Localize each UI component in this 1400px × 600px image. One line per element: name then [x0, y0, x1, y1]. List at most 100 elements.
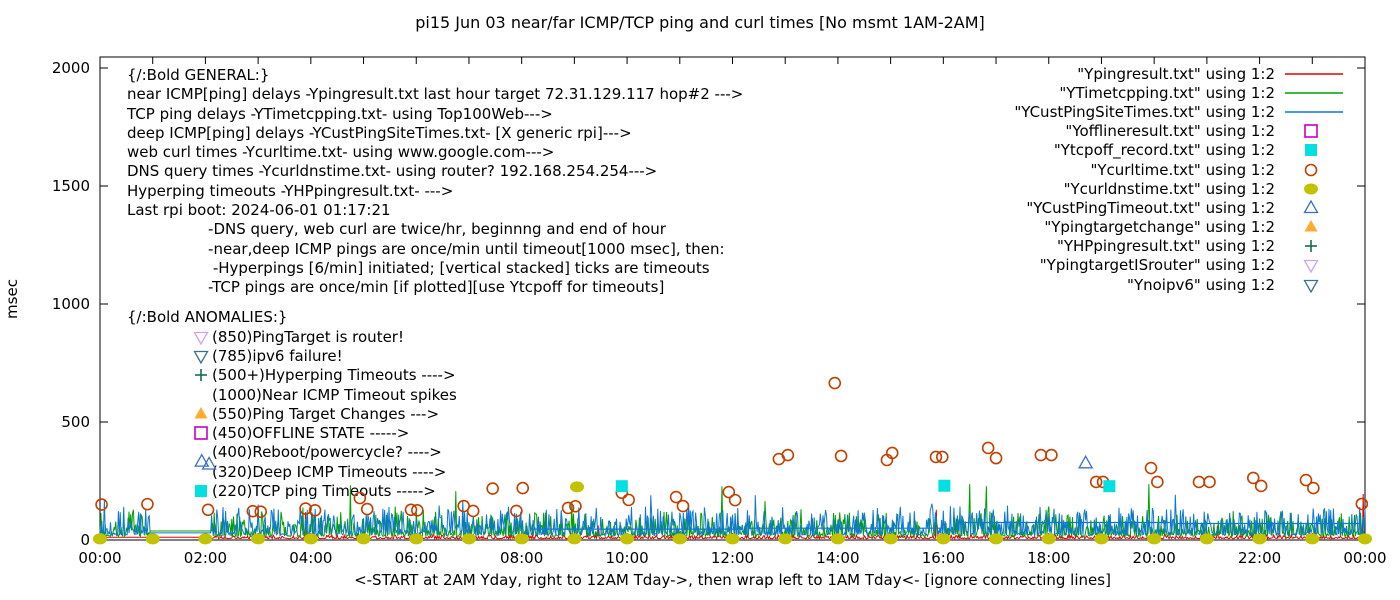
legend-entry: "YpingtargetISrouter" using 1:2 — [1014, 256, 1400, 275]
x-tick-label: 08:00 — [500, 549, 544, 567]
anomaly-line: (220)TCP ping Timeouts -----> — [192, 481, 457, 500]
legend-label: "YpingtargetISrouter" using 1:2 — [1039, 256, 1275, 275]
legend-entry: "Ypingresult.txt" using 1:2 — [1014, 64, 1400, 83]
anomaly-text: (220)TCP ping Timeouts -----> — [212, 482, 436, 501]
y-tick-label: 2000 — [51, 59, 90, 77]
y-axis-label: msec — [3, 279, 21, 319]
anomaly-line: (1000)Near ICMP Timeout spikes — [192, 385, 457, 404]
legend-label: "YTimetcpping.txt" using 1:2 — [1059, 83, 1275, 102]
annotation-line: TCP ping delays -YTimetcpping.txt- using… — [127, 104, 553, 123]
legend-entry: "Yofflineresult.txt" using 1:2 — [1014, 122, 1400, 141]
x-tick-label: 16:00 — [921, 549, 965, 567]
anomaly-text: (500+)Hyperping Timeouts ----> — [212, 366, 456, 385]
anomalies-header: {/:Bold ANOMALIES:} — [127, 308, 288, 326]
annotation-line: DNS query times -Ycurldnstime.txt- using… — [127, 162, 658, 181]
legend-label: "Ytcpoff_record.txt" using 1:2 — [1053, 141, 1275, 160]
y-tick-label: 0 — [80, 531, 90, 549]
x-tick-label: 04:00 — [289, 549, 333, 567]
annotation-line: Hyperping timeouts -YHPpingresult.txt- -… — [127, 181, 454, 200]
legend-entry: "YTimetcpping.txt" using 1:2 — [1014, 83, 1400, 102]
annotation-line: near ICMP[ping] delays -Ypingresult.txt … — [127, 85, 744, 104]
anomaly-line: (320)Deep ICMP Timeouts ----> — [192, 462, 457, 481]
anomaly-text: (550)Ping Target Changes ---> — [212, 404, 440, 423]
triangle-up-filled-icon — [1283, 219, 1355, 235]
x-tick-label: 22:00 — [1237, 549, 1282, 567]
annotation-line: -TCP pings are once/min [if plotted][use… — [127, 278, 665, 297]
triangle-down-open-icon — [192, 348, 212, 365]
annotation-line: -DNS query, web curl are twice/hr, begin… — [127, 220, 666, 239]
legend-line-sample — [1283, 66, 1355, 82]
anomaly-text: (400)Reboot/powercycle? ----> — [212, 443, 442, 462]
plus-icon — [1283, 238, 1355, 254]
legend-label: "Ycurldnstime.txt" using 1:2 — [1063, 179, 1275, 198]
circle-open-icon — [1283, 162, 1355, 178]
x-tick-label: 18:00 — [1027, 549, 1071, 567]
triangle-down-open-icon — [192, 329, 212, 345]
series-Ytcpoff_record — [615, 479, 1116, 493]
x-tick-label: 10:00 — [605, 549, 649, 567]
triangle-down-open-icon — [1283, 257, 1355, 274]
anomaly-line: (785)ipv6 failure! — [192, 346, 457, 365]
y-tick-label: 1500 — [51, 177, 90, 195]
annotation-line: deep ICMP[ping] delays -YCustPingSiteTim… — [127, 123, 632, 142]
anomaly-text: (450)OFFLINE STATE -----> — [212, 424, 410, 443]
legend-entry: "YCustPingSiteTimes.txt" using 1:2 — [1014, 102, 1400, 121]
annotation-line: -Hyperpings [6/min] initiated; [vertical… — [127, 258, 710, 277]
square-open-icon — [192, 425, 212, 441]
anomaly-line: (550)Ping Target Changes ---> — [192, 404, 457, 423]
legend-label: "Yofflineresult.txt" using 1:2 — [1065, 122, 1275, 141]
legend-label: "YHPpingresult.txt" using 1:2 — [1056, 237, 1275, 256]
square-open-icon — [1283, 123, 1355, 139]
y-tick-label: 1000 — [51, 295, 90, 313]
triangle-up-open-icon — [1283, 199, 1355, 216]
x-tick-label: 00:00 — [78, 549, 122, 567]
legend-label: "Ycurltime.txt" using 1:2 — [1090, 160, 1275, 179]
general-annotations: {/:Bold GENERAL:} near ICMP[ping] delays … — [127, 66, 743, 298]
legend-label: "YCustPingTimeout.txt" using 1:2 — [1026, 198, 1275, 217]
legend-entry: "Ytcpoff_record.txt" using 1:2 — [1014, 141, 1400, 160]
anomaly-line: (400)Reboot/powercycle? ----> — [192, 443, 457, 462]
legend-line-sample — [1283, 104, 1355, 120]
anomaly-line: (500+)Hyperping Timeouts ----> — [192, 366, 457, 385]
legend-entry: "Ynoipv6" using 1:2 — [1014, 275, 1400, 294]
annotation-line: web curl times -Ycurltime.txt- using www… — [127, 143, 555, 162]
legend-label: "Ypingresult.txt" using 1:2 — [1077, 64, 1275, 83]
no-icon — [192, 444, 212, 460]
x-tick-label: 12:00 — [710, 549, 755, 567]
legend-entry: "Ypingtargetchange" using 1:2 — [1014, 218, 1400, 237]
anomaly-text: (320)Deep ICMP Timeouts ----> — [212, 462, 447, 481]
square-filled-icon — [1283, 142, 1355, 158]
square-filled-icon — [192, 483, 212, 499]
legend-entry: "YCustPingTimeout.txt" using 1:2 — [1014, 198, 1400, 217]
annotation-line: {/:Bold GENERAL:} — [127, 66, 270, 84]
anomalies-annotations: (850)PingTarget is router! (785)ipv6 fail… — [192, 327, 457, 501]
no-icon — [192, 464, 212, 480]
annotation-line: -near,deep ICMP pings are once/min until… — [127, 239, 725, 258]
legend-label: "YCustPingSiteTimes.txt" using 1:2 — [1014, 102, 1275, 121]
anomaly-text: (785)ipv6 failure! — [212, 346, 343, 365]
triangle-down-open-icon — [1283, 277, 1355, 293]
x-axis-caption: <-START at 2AM Yday, right to 12AM Tday-… — [354, 571, 1111, 589]
anomaly-line: (850)PingTarget is router! — [192, 327, 457, 346]
circle-filled-icon — [1283, 181, 1355, 197]
legend-entry: "Ycurltime.txt" using 1:2 — [1014, 160, 1400, 179]
chart-legend: "Ypingresult.txt" using 1:2 "YTimetcpping… — [1014, 64, 1400, 294]
x-tick-label: 20:00 — [1132, 549, 1176, 567]
anomaly-line: (450)OFFLINE STATE -----> — [192, 423, 457, 442]
anomaly-text: (850)PingTarget is router! — [212, 327, 404, 346]
y-tick-label: 500 — [61, 413, 90, 431]
no-icon — [192, 387, 212, 403]
legend-line-sample — [1283, 85, 1355, 101]
x-tick-label: 14:00 — [816, 549, 860, 567]
annotation-line: Last rpi boot: 2024-06-01 01:17:21 — [127, 201, 391, 220]
legend-label: "Ynoipv6" using 1:2 — [1127, 275, 1275, 294]
x-tick-label: 06:00 — [394, 549, 438, 567]
legend-entry: "YHPpingresult.txt" using 1:2 — [1014, 237, 1400, 256]
anomaly-text: (1000)Near ICMP Timeout spikes — [212, 385, 457, 404]
legend-label: "Ypingtargetchange" using 1:2 — [1044, 218, 1275, 237]
legend-entry: "Ycurldnstime.txt" using 1:2 — [1014, 179, 1400, 198]
x-tick-label: 02:00 — [183, 549, 228, 567]
plus-icon — [192, 367, 212, 383]
x-tick-label: 00:00 — [1343, 549, 1387, 567]
